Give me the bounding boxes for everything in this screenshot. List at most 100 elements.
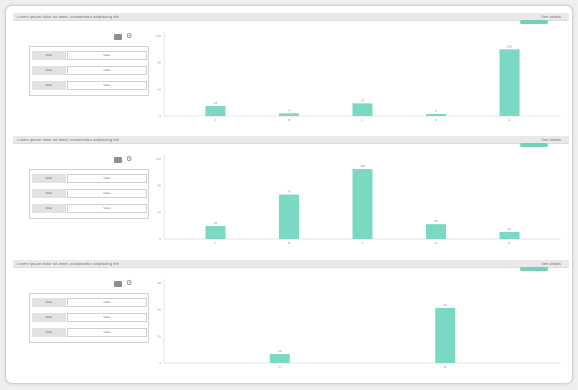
bar xyxy=(278,113,299,116)
panel-header: Lorem ipsum dolor sit amet, consectetur … xyxy=(13,136,569,144)
bar-value-label: 15 xyxy=(214,101,218,105)
filter-row: Filter Value xyxy=(32,66,147,75)
filter-label: Filter xyxy=(32,66,66,75)
filter-label: Filter xyxy=(32,298,66,307)
bar xyxy=(499,231,520,239)
bar xyxy=(278,194,299,239)
bar-value-label: 25 xyxy=(434,219,438,223)
x-tick-label: D xyxy=(435,241,438,245)
filter-row: Filter Value xyxy=(32,313,147,322)
filter-label: Filter xyxy=(32,204,66,213)
bar-chart: 0 40 80 120 15 A 4 B 19 C 3 D 100 E xyxy=(156,32,561,122)
bar-chart: 0 45 90 135 22 A 75 B 118 C 25 D 12 E xyxy=(156,155,561,245)
panel-title: Lorem ipsum dolor sit amet, consectetur … xyxy=(17,137,119,142)
legend-pill xyxy=(520,267,548,271)
legend-pill xyxy=(520,20,548,24)
y-tick-label: 60 xyxy=(158,308,162,312)
filter-value-field[interactable]: Value xyxy=(67,328,147,337)
filter-table: Filter Value Filter Value Filter Value xyxy=(29,293,149,343)
bar xyxy=(435,307,456,363)
gear-icon[interactable]: ⚙ xyxy=(126,33,133,40)
filter-value-field[interactable]: Value xyxy=(67,298,147,307)
y-tick-label: 90 xyxy=(158,281,162,285)
bar-value-label: 12 xyxy=(508,227,512,231)
filter-row: Filter Value xyxy=(32,298,147,307)
x-tick-label: B xyxy=(444,365,446,369)
bar xyxy=(352,103,373,116)
bar-value-label: 4 xyxy=(288,108,290,112)
panel-header: Lorem ipsum dolor sit amet, consectetur … xyxy=(13,260,569,268)
dashboard-frame: Lorem ipsum dolor sit amet, consectetur … xyxy=(5,5,573,384)
x-tick-label: A xyxy=(214,118,216,122)
filter-row: Filter Value xyxy=(32,174,147,183)
x-tick-label: B xyxy=(288,118,290,122)
filter-value-field[interactable]: Value xyxy=(67,189,147,198)
filter-row: Filter Value xyxy=(32,51,147,60)
filter-table: Filter Value Filter Value Filter Value xyxy=(29,46,149,96)
chart-panel-1: Lorem ipsum dolor sit amet, consectetur … xyxy=(13,13,569,129)
bar xyxy=(269,354,290,363)
y-tick-label: 135 xyxy=(156,157,161,161)
y-tick-label: 0 xyxy=(159,237,161,241)
filter-value-field[interactable]: Value xyxy=(67,204,147,213)
bar xyxy=(426,224,447,239)
filter-value-field[interactable]: Value xyxy=(67,51,147,60)
details-link[interactable]: See details xyxy=(541,137,561,142)
y-tick-label: 80 xyxy=(158,61,162,65)
bar-value-label: 118 xyxy=(360,164,365,168)
filter-label: Filter xyxy=(32,328,66,337)
square-icon[interactable] xyxy=(114,281,122,287)
filter-value-field[interactable]: Value xyxy=(67,66,147,75)
filter-table: Filter Value Filter Value Filter Value xyxy=(29,169,149,219)
square-icon[interactable] xyxy=(114,157,122,163)
legend-pill xyxy=(520,143,548,147)
filter-value-field[interactable]: Value xyxy=(67,81,147,90)
y-tick-label: 120 xyxy=(156,34,161,38)
bar-value-label: 19 xyxy=(361,98,365,102)
x-tick-label: C xyxy=(361,241,364,245)
bar-value-label: 100 xyxy=(507,44,512,48)
panel-header: Lorem ipsum dolor sit amet, consectetur … xyxy=(13,13,569,21)
panel-title: Lorem ipsum dolor sit amet, consectetur … xyxy=(17,261,119,266)
bar xyxy=(205,225,226,239)
filter-label: Filter xyxy=(32,81,66,90)
filter-label: Filter xyxy=(32,313,66,322)
chart-panel-2: Lorem ipsum dolor sit amet, consectetur … xyxy=(13,136,569,252)
filter-row: Filter Value xyxy=(32,204,147,213)
x-tick-label: E xyxy=(509,118,511,122)
filter-label: Filter xyxy=(32,51,66,60)
bar-value-label: 3 xyxy=(435,109,437,113)
bar-chart: 0 30 60 90 10 A 62 B xyxy=(158,279,561,369)
square-icon[interactable] xyxy=(114,34,122,40)
filter-value-field[interactable]: Value xyxy=(67,313,147,322)
bar-value-label: 22 xyxy=(214,221,218,225)
x-tick-label: B xyxy=(288,241,290,245)
bar xyxy=(426,114,447,116)
y-tick-label: 0 xyxy=(159,361,161,365)
x-tick-label: C xyxy=(361,118,364,122)
gear-icon[interactable]: ⚙ xyxy=(126,156,133,163)
bar xyxy=(499,49,520,117)
filter-row: Filter Value xyxy=(32,328,147,337)
x-tick-label: A xyxy=(214,241,216,245)
y-tick-label: 0 xyxy=(159,114,161,118)
bar xyxy=(352,169,373,239)
bar-value-label: 75 xyxy=(287,190,291,194)
x-tick-label: D xyxy=(435,118,438,122)
filter-label: Filter xyxy=(32,174,66,183)
details-link[interactable]: See details xyxy=(541,14,561,19)
y-tick-label: 30 xyxy=(158,334,162,338)
filter-row: Filter Value xyxy=(32,81,147,90)
filter-row: Filter Value xyxy=(32,189,147,198)
chart-panel-3: Lorem ipsum dolor sit amet, consectetur … xyxy=(13,260,569,376)
filter-value-field[interactable]: Value xyxy=(67,174,147,183)
details-link[interactable]: See details xyxy=(541,261,561,266)
bar-value-label: 62 xyxy=(444,303,448,307)
bar-value-label: 10 xyxy=(278,349,282,353)
y-tick-label: 90 xyxy=(158,184,162,188)
bar xyxy=(205,106,226,116)
panel-title: Lorem ipsum dolor sit amet, consectetur … xyxy=(17,14,119,19)
y-tick-label: 45 xyxy=(158,210,162,214)
gear-icon[interactable]: ⚙ xyxy=(126,280,133,287)
x-tick-label: A xyxy=(279,365,281,369)
